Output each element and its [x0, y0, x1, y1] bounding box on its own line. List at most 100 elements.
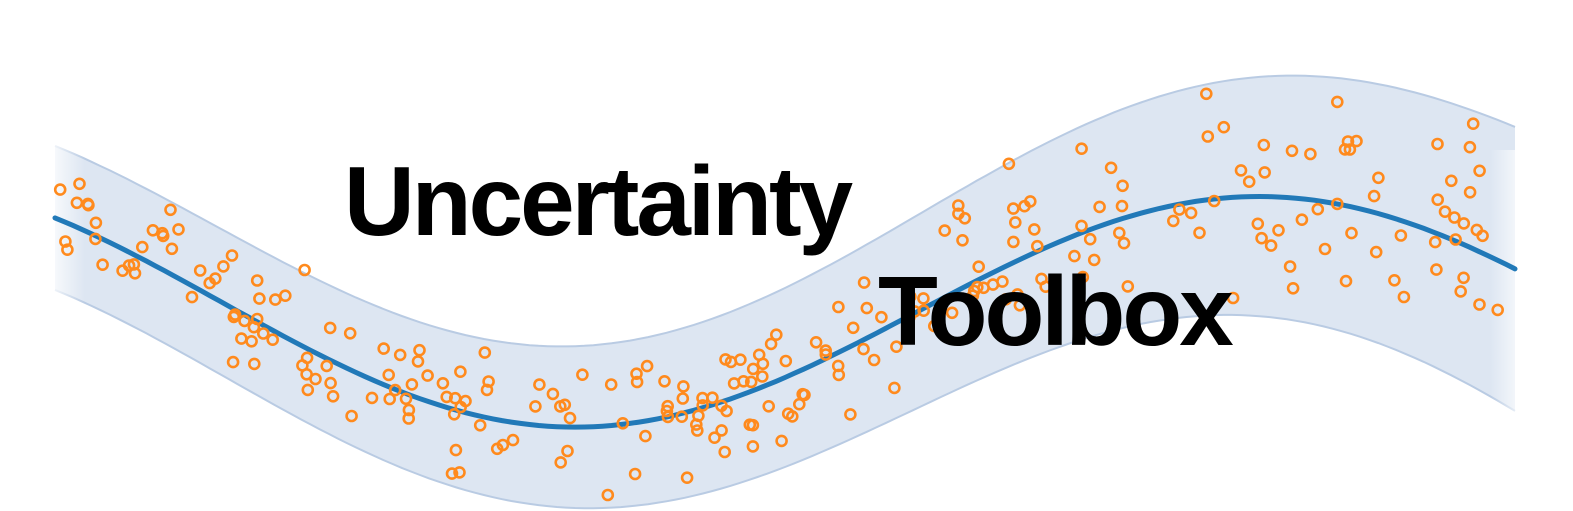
- observation-point: [639, 429, 652, 443]
- observation-point: [1388, 273, 1401, 287]
- observation-point: [999, 292, 1013, 306]
- observation-point: [1476, 229, 1489, 243]
- observation-point: [1115, 199, 1129, 213]
- observation-point: [769, 328, 783, 342]
- observation-point: [388, 383, 402, 397]
- observation-point: [630, 375, 644, 389]
- observation-point: [1318, 242, 1332, 256]
- observation-point: [875, 310, 888, 324]
- observation-point: [1394, 229, 1408, 242]
- observation-point: [1028, 223, 1041, 236]
- observation-point: [779, 354, 793, 368]
- observation-point: [1018, 199, 1031, 213]
- observation-point: [326, 389, 340, 403]
- observation-point: [1264, 239, 1278, 252]
- observation-point: [301, 383, 315, 397]
- observation-point: [506, 433, 520, 447]
- observation-point: [1473, 164, 1486, 178]
- observation-point: [1234, 164, 1248, 177]
- observation-point: [996, 275, 1009, 288]
- observation-point: [846, 321, 860, 335]
- observation-point: [226, 355, 240, 369]
- observation-point: [746, 440, 760, 453]
- observation-point: [1367, 189, 1381, 203]
- observation-point: [1457, 217, 1471, 230]
- observation-point: [658, 374, 671, 388]
- observation-point: [719, 353, 732, 366]
- observation-point: [1430, 263, 1443, 276]
- observation-point: [225, 249, 239, 262]
- observation-point: [320, 359, 334, 373]
- observation-point: [927, 319, 941, 333]
- observation-point: [399, 392, 413, 406]
- observation-point: [890, 340, 903, 354]
- observation-point: [70, 196, 84, 210]
- observation-point: [421, 369, 434, 382]
- observation-point: [238, 314, 251, 328]
- observation-point: [1283, 260, 1297, 273]
- observation-point: [640, 359, 654, 373]
- observation-point: [690, 424, 704, 437]
- observation-point: [558, 398, 572, 412]
- observation-point: [1083, 232, 1097, 246]
- observation-point: [785, 410, 799, 423]
- observation-point: [1006, 202, 1020, 215]
- observation-point: [775, 434, 788, 448]
- observation-point: [692, 409, 705, 423]
- observation-point: [300, 367, 313, 381]
- observation-point: [1463, 140, 1477, 154]
- observation-point: [832, 300, 845, 314]
- observation-point: [746, 418, 760, 432]
- observation-point: [734, 353, 747, 367]
- observation-point: [720, 404, 733, 418]
- observation-point: [1372, 171, 1385, 185]
- observation-point: [576, 368, 589, 382]
- observation-point: [1013, 298, 1027, 312]
- observation-point: [116, 264, 129, 278]
- observation-point: [616, 416, 630, 430]
- observation-point: [1338, 143, 1352, 156]
- observation-point: [1448, 211, 1461, 224]
- observation-point: [1491, 303, 1504, 317]
- observation-point: [696, 399, 710, 412]
- observation-point: [1304, 147, 1317, 161]
- observation-point: [1473, 298, 1486, 311]
- observation-point: [343, 326, 357, 340]
- observation-point: [675, 410, 689, 424]
- observation-point: [1251, 217, 1265, 231]
- observation-point: [449, 443, 463, 457]
- observation-point: [478, 346, 492, 359]
- observation-point: [1445, 174, 1458, 188]
- observation-point: [1454, 285, 1467, 298]
- observation-point: [956, 234, 969, 247]
- observation-point: [680, 471, 694, 485]
- observation-point: [1350, 134, 1363, 148]
- observation-point: [819, 344, 833, 357]
- observation-point: [248, 357, 261, 371]
- observation-point: [737, 374, 750, 388]
- observation-point: [860, 301, 874, 315]
- observation-point: [268, 293, 282, 306]
- observation-point: [809, 335, 823, 349]
- observation-point: [61, 243, 74, 256]
- observation-point: [411, 355, 425, 368]
- observation-point: [1076, 270, 1090, 284]
- observation-point: [193, 264, 207, 277]
- observation-point: [676, 392, 690, 405]
- observation-point: [972, 260, 986, 274]
- observation-point: [604, 378, 618, 391]
- observation-point: [1345, 226, 1358, 240]
- observation-point: [136, 240, 149, 254]
- observation-point: [1431, 193, 1444, 206]
- observation-point: [172, 223, 185, 236]
- band-lower-edge: [54, 288, 1516, 510]
- observation-point: [227, 310, 241, 324]
- observation-point: [1463, 186, 1477, 199]
- observation-point: [1295, 213, 1309, 226]
- observation-point: [445, 467, 459, 480]
- right-fade: [1490, 150, 1530, 510]
- observation-point: [628, 467, 642, 481]
- observation-point: [377, 342, 391, 355]
- observation-point: [755, 370, 769, 383]
- observation-point: [382, 368, 396, 382]
